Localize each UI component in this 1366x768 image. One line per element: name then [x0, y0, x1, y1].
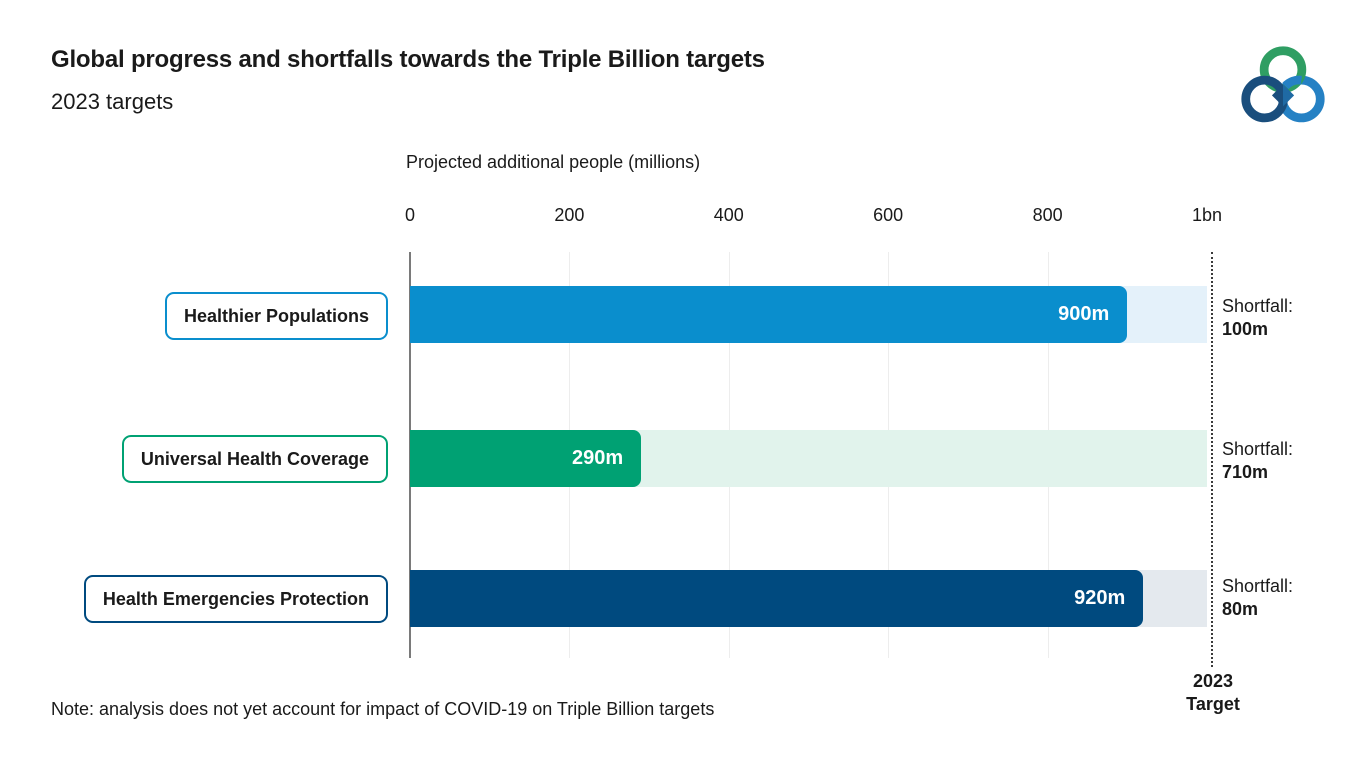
shortfall-prefix: Shortfall: — [1222, 439, 1294, 459]
x-tick-200: 200 — [554, 205, 585, 225]
shortfall-annotation-universal-health-coverage: Shortfall: 710m — [1222, 438, 1293, 484]
x-tick-1bn: 1bn — [1191, 205, 1223, 225]
x-tick-600: 600 — [873, 205, 904, 225]
target-line-label: 2023 Target — [1153, 670, 1273, 716]
x-tick-0: 0 — [404, 205, 416, 225]
x-axis-title: Projected additional people (millions) — [406, 152, 701, 172]
footnote: Note: analysis does not yet account for … — [51, 699, 715, 719]
shortfall-annotation-health-emergencies-protection: Shortfall: 80m — [1222, 575, 1293, 621]
bar-row-universal-health-coverage: 290m — [410, 430, 1207, 487]
category-label-health-emergencies-protection: Health Emergencies Protection — [83, 575, 388, 623]
page-title: Global progress and shortfalls towards t… — [51, 46, 765, 73]
progress-bar: 920m — [410, 570, 1144, 627]
category-label-universal-health-coverage: Universal Health Coverage — [121, 435, 388, 483]
bar-value-label: 900m — [1058, 303, 1110, 325]
bar-row-healthier-populations: 900m — [410, 286, 1207, 343]
category-label-text: Universal Health Coverage — [140, 449, 369, 469]
shortfall-prefix: Shortfall: — [1222, 576, 1294, 596]
shortfall-value: 710m — [1222, 462, 1269, 482]
bar-value-label: 290m — [571, 447, 624, 469]
target-label-word: Target — [1186, 694, 1240, 714]
progress-bar: 290m — [410, 430, 642, 487]
shortfall-annotation-healthier-populations: Shortfall: 100m — [1222, 295, 1293, 341]
category-label-healthier-populations: Healthier Populations — [164, 292, 388, 340]
target-label-year: 2023 — [1192, 671, 1234, 691]
category-label-text: Healthier Populations — [183, 306, 369, 326]
plot-area: 0 200 400 600 800 1bn 900m 290m 920m — [405, 205, 1222, 658]
x-tick-400: 400 — [713, 205, 744, 225]
category-label-text: Health Emergencies Protection — [102, 589, 369, 609]
shortfall-value: 80m — [1222, 599, 1259, 619]
progress-bar: 900m — [410, 286, 1128, 343]
shortfall-prefix: Shortfall: — [1222, 296, 1294, 316]
bar-row-health-emergencies-protection: 920m — [410, 570, 1207, 627]
shortfall-value: 100m — [1222, 319, 1269, 339]
triple-billion-logo — [1237, 40, 1329, 136]
target-line-2023 — [1211, 252, 1213, 667]
page-subtitle: 2023 targets — [51, 89, 174, 114]
x-tick-800: 800 — [1032, 205, 1063, 225]
bar-value-label: 920m — [1074, 587, 1126, 609]
